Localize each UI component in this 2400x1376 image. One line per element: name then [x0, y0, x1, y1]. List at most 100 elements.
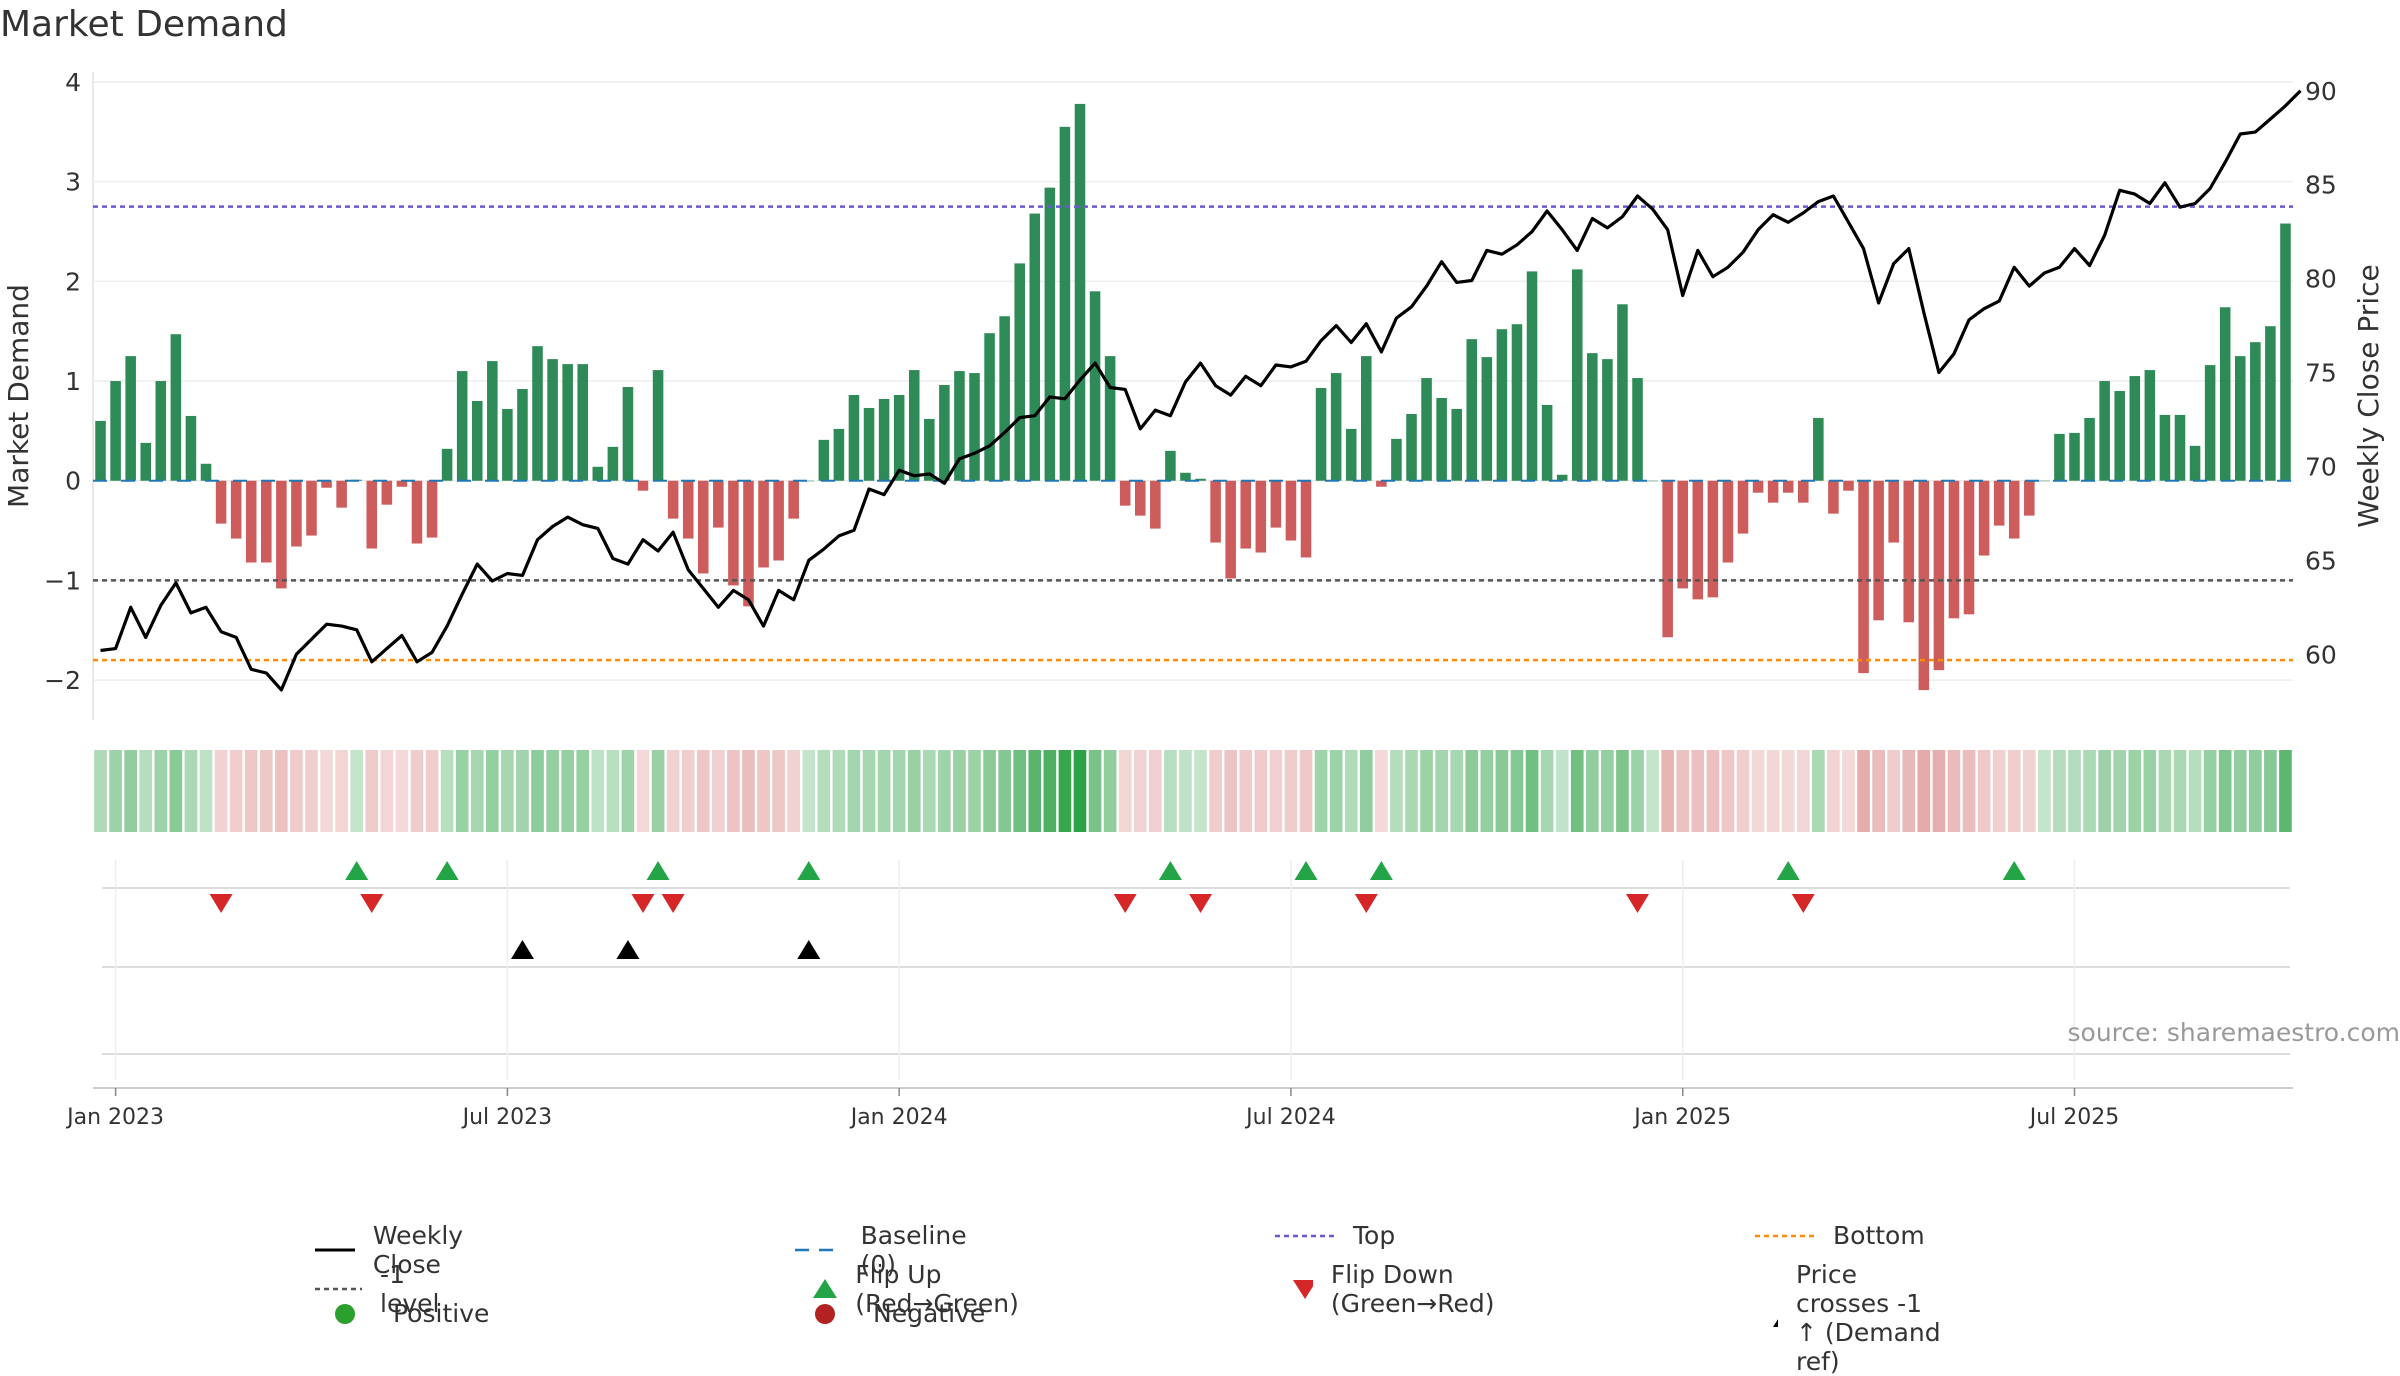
- heat-cell: [1707, 750, 1720, 832]
- demand-bar: [1030, 214, 1041, 481]
- heat-cell: [2159, 750, 2172, 832]
- y2-tick-label: 70: [2305, 452, 2337, 481]
- demand-bar: [231, 481, 242, 539]
- flip-up-marker: [345, 861, 368, 880]
- demand-bar: [306, 481, 317, 536]
- heat-cell: [1797, 750, 1810, 832]
- heat-cell: [185, 750, 198, 832]
- heat-cell: [1435, 750, 1448, 832]
- heat-cell: [2023, 750, 2036, 832]
- demand-bar: [2114, 391, 2125, 481]
- y-tick-label: 0: [65, 467, 81, 496]
- demand-bar: [1512, 324, 1523, 481]
- legend-swatch: [795, 1303, 855, 1325]
- demand-bar: [1647, 481, 1658, 482]
- legend-swatch: [315, 1278, 362, 1300]
- legend-swatch: [315, 1303, 375, 1325]
- demand-bar: [457, 371, 468, 481]
- legend-swatch: [1275, 1278, 1313, 1300]
- heat-cell: [426, 750, 439, 832]
- heat-cell: [757, 750, 770, 832]
- heat-cell: [1360, 750, 1373, 832]
- heat-cell: [1405, 750, 1418, 832]
- demand-bar: [1677, 481, 1688, 589]
- heat-cell: [923, 750, 936, 832]
- demand-bar: [1587, 353, 1598, 481]
- demand-bar: [683, 481, 694, 539]
- demand-bar: [1240, 481, 1251, 549]
- legend-label: Flip Down (Green→Red): [1331, 1260, 1517, 1318]
- demand-bar: [1858, 481, 1869, 673]
- demand-bar: [1934, 481, 1945, 670]
- heat-cell: [1119, 750, 1132, 832]
- demand-bar: [758, 481, 769, 568]
- demand-bar: [1165, 451, 1176, 481]
- demand-bar: [2160, 415, 2171, 481]
- heat-cell: [275, 750, 288, 832]
- legend-item-flip_down: Flip Down (Green→Red): [1275, 1260, 1517, 1318]
- y-tick-label: 2: [65, 267, 81, 296]
- y-tick-label: −1: [44, 566, 81, 595]
- heat-cell: [1767, 750, 1780, 832]
- demand-bar: [2099, 381, 2110, 481]
- demand-bar: [1783, 481, 1794, 493]
- demand-bar: [879, 399, 890, 481]
- demand-bar: [442, 449, 453, 481]
- heat-cell: [1526, 750, 1539, 832]
- heat-cell: [170, 750, 183, 832]
- heat-cell: [1646, 750, 1659, 832]
- demand-bar: [1105, 356, 1116, 481]
- flip-up-marker: [647, 861, 670, 880]
- demand-bar: [713, 481, 724, 528]
- demand-bar: [1873, 481, 1884, 621]
- heat-cell: [1375, 750, 1388, 832]
- heat-cell: [139, 750, 152, 832]
- heat-cell: [1224, 750, 1237, 832]
- heat-cell: [1330, 750, 1343, 832]
- demand-bar: [1542, 405, 1553, 481]
- demand-bar: [1602, 359, 1613, 481]
- heat-cell: [1872, 750, 1885, 832]
- demand-bar: [1225, 481, 1236, 579]
- heat-cell: [531, 750, 544, 832]
- demand-bar: [2024, 481, 2035, 516]
- demand-bar: [698, 481, 709, 574]
- heat-cell: [667, 750, 680, 832]
- heat-cell: [561, 750, 574, 832]
- demand-bar: [773, 481, 784, 561]
- heat-cell: [1571, 750, 1584, 832]
- heat-cell: [1134, 750, 1147, 832]
- heat-cell: [637, 750, 650, 832]
- heat-cell: [1300, 750, 1313, 832]
- demand-bar: [1135, 481, 1146, 516]
- source-label: source: sharemaestro.com: [2068, 1018, 2400, 1047]
- demand-bar: [412, 481, 423, 544]
- heat-cell: [622, 750, 635, 832]
- legend-swatch: [315, 1239, 355, 1261]
- demand-bar: [969, 373, 980, 481]
- heat-cell: [2249, 750, 2262, 832]
- demand-bar: [849, 395, 860, 481]
- demand-bar: [140, 443, 151, 481]
- flip-down-marker: [662, 894, 685, 913]
- demand-bar: [2145, 370, 2156, 481]
- heat-cell: [154, 750, 167, 832]
- heat-cell: [2113, 750, 2126, 832]
- legend-swatch: [795, 1278, 837, 1300]
- demand-bar: [1753, 481, 1764, 493]
- demand-bar: [2205, 365, 2216, 481]
- heat-cell: [1511, 750, 1524, 832]
- demand-bar: [1120, 481, 1131, 506]
- legend-item-positive: Positive: [315, 1299, 489, 1328]
- heat-cell: [1978, 750, 1991, 832]
- demand-bar: [532, 346, 543, 481]
- demand-bar: [577, 364, 588, 481]
- flip-up-marker: [1777, 861, 1800, 880]
- legend-swatch: [1755, 1225, 1815, 1247]
- heat-cell: [998, 750, 1011, 832]
- demand-bar: [171, 334, 182, 481]
- heat-cell: [893, 750, 906, 832]
- demand-bar: [1768, 481, 1779, 503]
- demand-bar: [1949, 481, 1960, 619]
- demand-bar: [1813, 418, 1824, 481]
